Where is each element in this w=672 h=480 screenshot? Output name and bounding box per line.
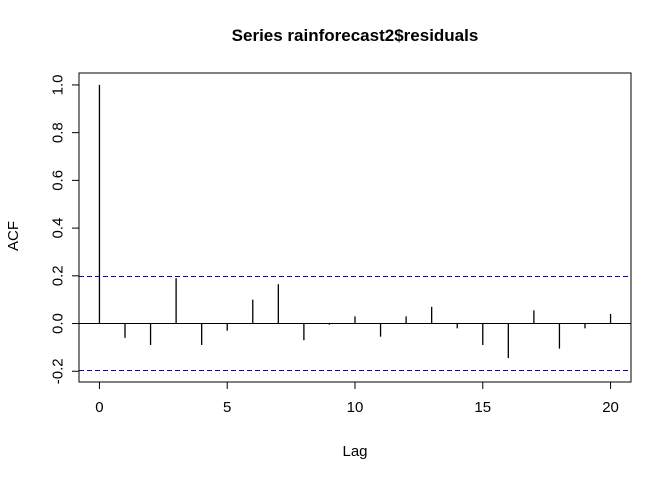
plot-frame <box>78 72 632 383</box>
y-tick-label: 1.0 <box>50 75 67 96</box>
chart-title: Series rainforecast2$residuals <box>232 26 479 45</box>
acf-bars <box>98 84 612 359</box>
y-tick-label: 0.0 <box>50 313 67 334</box>
x-tick-label: 5 <box>223 399 231 416</box>
x-axis: 0 5 10 15 20 <box>95 381 619 416</box>
y-axis-label: ACF <box>5 221 22 251</box>
y-tick-label: 0.4 <box>50 218 67 239</box>
x-axis-label: Lag <box>342 443 367 460</box>
y-tick-label: -0.2 <box>50 358 67 384</box>
x-tick-label: 0 <box>95 399 103 416</box>
y-tick-label: 0.2 <box>50 265 67 286</box>
y-axis: -0.2 0.0 0.2 0.4 0.6 0.8 1.0 <box>50 75 80 384</box>
x-tick-label: 20 <box>602 399 619 416</box>
x-tick-label: 15 <box>474 399 491 416</box>
y-tick-label: 0.6 <box>50 170 67 191</box>
y-tick-label: 0.8 <box>50 122 67 143</box>
x-tick-label: 10 <box>347 399 364 416</box>
